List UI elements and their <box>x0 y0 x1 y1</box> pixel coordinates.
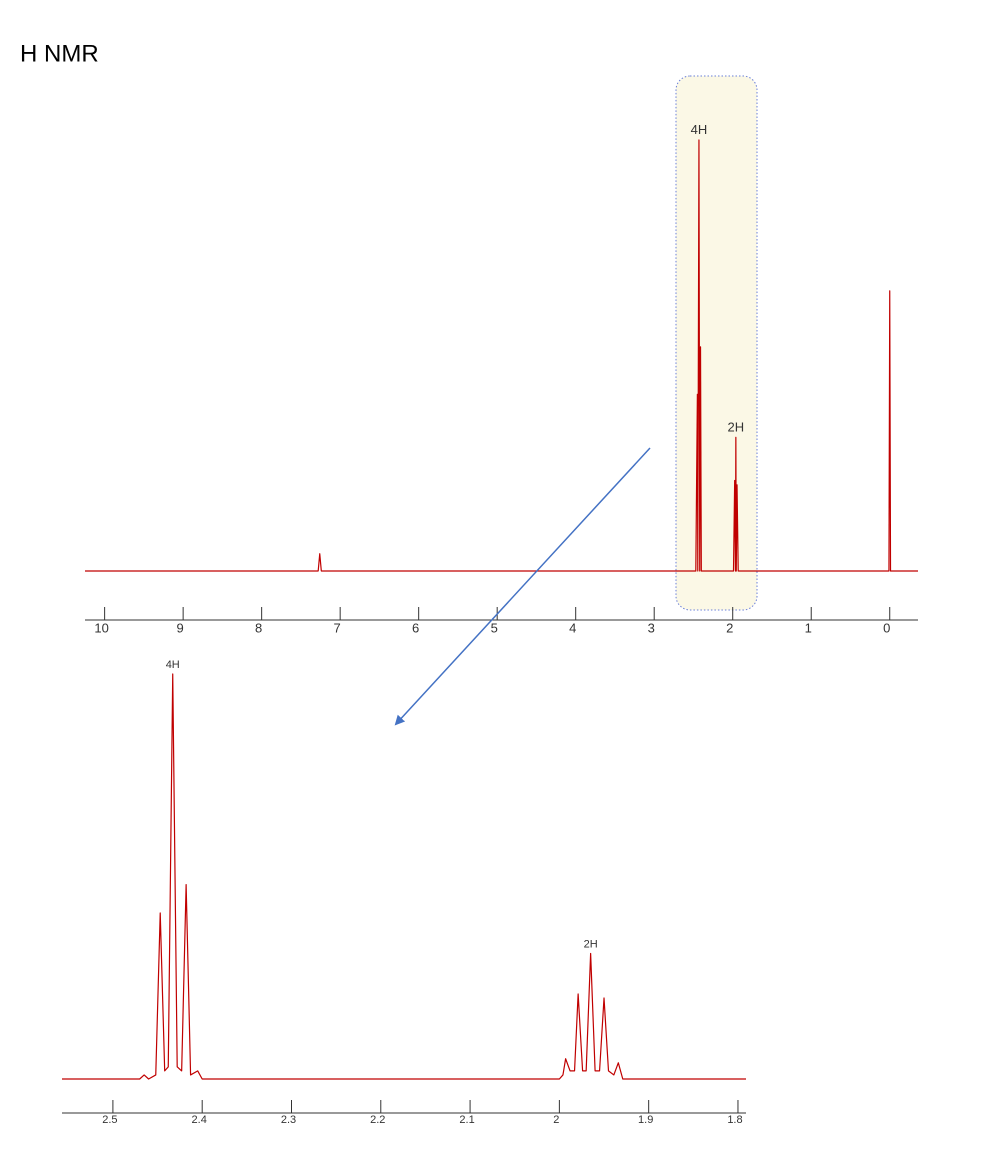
x-tick-label: 0 <box>883 621 890 636</box>
x-tick-label: 2.5 <box>102 1114 117 1126</box>
peak-annotation: 4H <box>166 659 180 671</box>
x-tick-label: 1 <box>805 621 812 636</box>
highlight-box <box>675 75 758 611</box>
x-tick-label: 2.3 <box>281 1114 296 1126</box>
zoom-arrow <box>394 447 651 726</box>
x-tick-label: 4 <box>569 621 576 636</box>
x-tick-label: 5 <box>491 621 498 636</box>
x-tick-label: 10 <box>94 621 108 636</box>
page-title: H NMR <box>20 40 99 67</box>
x-tick-label: 1.8 <box>727 1114 742 1126</box>
peak-annotation: 2H <box>728 419 745 434</box>
x-tick-label: 2.1 <box>459 1114 474 1126</box>
x-tick-label: 9 <box>177 621 184 636</box>
x-tick-label: 2 <box>553 1114 559 1126</box>
x-tick-label: 2 <box>726 621 733 636</box>
spectrum-line <box>62 673 746 1080</box>
x-tick-label: 7 <box>334 621 341 636</box>
x-tick-label: 2.2 <box>370 1114 385 1126</box>
peak-annotation: 2H <box>584 938 598 950</box>
x-tick-label: 1.9 <box>638 1114 653 1126</box>
x-tick-label: 8 <box>255 621 262 636</box>
x-tick-label: 6 <box>412 621 419 636</box>
spectrum-line <box>85 139 918 572</box>
peak-annotation: 4H <box>691 122 708 137</box>
x-tick-label: 2.4 <box>192 1114 207 1126</box>
x-tick-label: 3 <box>648 621 655 636</box>
